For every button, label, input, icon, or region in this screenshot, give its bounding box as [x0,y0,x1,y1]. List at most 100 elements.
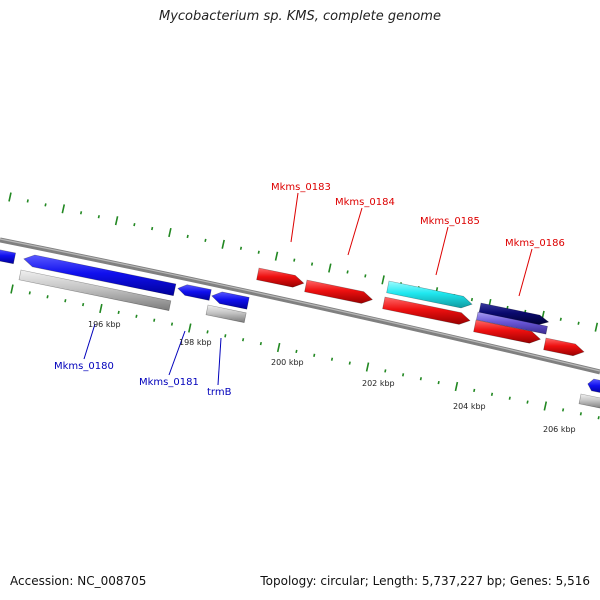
connector-trmb [217,337,222,386]
minor-tick [330,357,334,361]
major-tick [221,239,225,249]
minor-tick [470,297,474,302]
genome-backbone [0,237,600,375]
minor-tick [117,310,120,315]
gene-labels: Mkms_0183 Mkms_0184 Mkms_0185 Mkms_0186 … [54,182,565,398]
minor-tick [310,262,314,266]
scale-label: 202 kbp [362,379,395,388]
minor-tick [133,222,136,227]
major-tick [276,342,281,353]
minor-tick [97,215,100,219]
connector-mkms-0181 [168,330,186,376]
label-connectors [83,192,533,386]
minor-tick [295,349,298,354]
gene-arrow-mkms-0186-shadow [476,311,548,335]
major-tick [114,216,119,226]
scale-label: 204 kbp [453,402,486,411]
minor-tick [561,408,565,412]
major-tick [168,227,172,238]
gene-arrow-trmb [211,291,250,310]
connector-mkms-0183 [290,192,299,243]
gene-arrow-mkms-0180 [23,254,177,297]
minor-tick [577,321,580,325]
connector-mkms-0185 [435,226,449,276]
minor-tick [293,258,296,262]
major-tick [61,204,66,214]
minor-tick [26,199,29,203]
minor-tick [257,250,260,254]
major-tick [543,401,548,411]
genome-summary-label: Topology: circular; Length: 5,737,227 bp… [260,574,590,588]
minor-tick [346,270,349,274]
minor-tick [79,211,83,215]
minor-tick [419,377,422,381]
minor-tick [170,322,174,326]
map-title: Mycobacterium sp. KMS, complete genome [159,9,441,24]
gene-arrow-mkms-0183 [256,267,305,288]
minor-tick [526,400,529,404]
minor-tick [82,302,85,307]
gene-label-trmb: trmB [207,387,232,398]
gene-track [0,249,600,409]
minor-tick [224,334,227,338]
genome-backbone-highlight [0,238,600,372]
major-tick [594,322,599,332]
minor-tick [28,291,31,295]
minor-tick [204,238,207,243]
gene-arrow-mkms-0181 [177,284,212,301]
minor-tick [242,338,245,342]
minor-tick [44,203,47,207]
major-tick [8,192,12,202]
gene-arrow-mkms-0185 [386,280,473,309]
gene-label-mkms-0180: Mkms_0180 [54,361,114,372]
connector-mkms-0186 [518,248,533,297]
gene-arrow-gray-right [578,393,600,409]
minor-tick [401,373,405,377]
scale-label: 196 kbp [88,320,121,329]
gene-label-mkms-0184: Mkms_0184 [335,197,395,208]
minor-tick [437,380,440,385]
gene-label-mkms-0181: Mkms_0181 [139,377,199,388]
scale-label: 198 kbp [179,338,212,347]
inner-tick-ring [10,284,600,420]
connector-mkms-0184 [347,207,363,256]
minor-tick [64,299,67,303]
gene-arrow-mkms-0186 [478,302,550,326]
major-tick [274,251,279,261]
gene-arrow-gray-mkms-0180 [18,269,172,311]
major-tick [10,284,14,294]
scale-label: 200 kbp [271,358,304,367]
minor-tick [559,317,562,321]
connector-mkms-0180 [83,323,96,360]
gene-arrow-gray-trmb [205,304,247,323]
major-tick [365,362,370,372]
gene-label-mkms-0185: Mkms_0185 [420,216,480,227]
minor-tick [473,388,476,393]
minor-tick [490,392,494,396]
gene-arrow-blue-right [587,378,600,393]
gene-arrow-red-4 [473,319,541,344]
scale-label: 206 kbp [543,425,576,434]
major-tick [381,275,385,285]
minor-tick [259,341,262,346]
accession-label: Accession: NC_008705 [10,574,147,588]
gene-label-mkms-0183: Mkms_0183 [271,182,331,193]
major-tick [188,323,192,333]
minor-tick [206,330,209,334]
minor-tick [579,412,582,416]
gene-label-mkms-0186: Mkms_0186 [505,238,565,249]
minor-tick [239,246,243,250]
major-tick [328,263,332,273]
gene-arrow-red-3 [382,296,471,325]
minor-tick [313,353,316,357]
scale-labels: 196 kbp 198 kbp 200 kbp 202 kbp 204 kbp … [88,320,576,434]
major-tick [99,303,103,314]
gene-arrow-blue [0,249,16,265]
minor-tick [151,226,154,231]
major-tick [454,381,459,392]
gene-arrow-red-5 [543,337,585,357]
minor-tick [384,369,387,373]
minor-tick [364,274,367,278]
minor-tick [597,416,600,420]
